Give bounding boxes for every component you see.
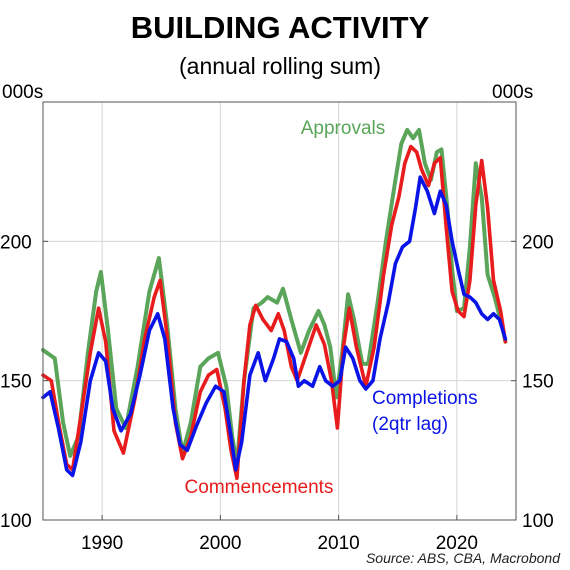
series-label-commencements: Commencements (185, 477, 334, 498)
series-label-approvals: Approvals (301, 118, 386, 139)
gridlines (43, 102, 516, 521)
series-group (41, 127, 508, 480)
y-tick-label-right: 100 (522, 511, 554, 532)
y-tick-label-left: 100 (0, 511, 32, 532)
series-line-completions (41, 175, 508, 478)
y-tick-labels: 100 100 150 150 200 200 (0, 232, 554, 532)
plot-frame (42, 101, 517, 521)
chart-source: Source: ABS, CBA, Macrobond (366, 550, 561, 566)
series-label-completions-line: Completions (372, 388, 478, 409)
y-tick-label-left: 150 (0, 372, 32, 393)
y-unit-right: 000s (492, 82, 533, 103)
y-tick-label-right: 200 (522, 232, 554, 253)
x-tick-label: 2000 (199, 533, 241, 554)
y-unit-left: 000s (2, 82, 43, 103)
chart-subtitle: (annual rolling sum) (179, 53, 381, 79)
series-label-completions: Completions (2qtr lag) (372, 388, 478, 435)
y-tick-label-right: 150 (522, 372, 554, 393)
series-label-completions-line: (2qtr lag) (372, 414, 448, 435)
x-tick-label: 2010 (317, 533, 359, 554)
series-line-approvals (41, 127, 508, 467)
y-tick-label-left: 200 (0, 232, 32, 253)
x-tick-label: 2020 (436, 533, 478, 554)
x-tick-labels: 1990 2000 2010 2020 (81, 515, 478, 554)
x-tick-label: 1990 (81, 533, 123, 554)
chart-title: BUILDING ACTIVITY (131, 10, 430, 45)
